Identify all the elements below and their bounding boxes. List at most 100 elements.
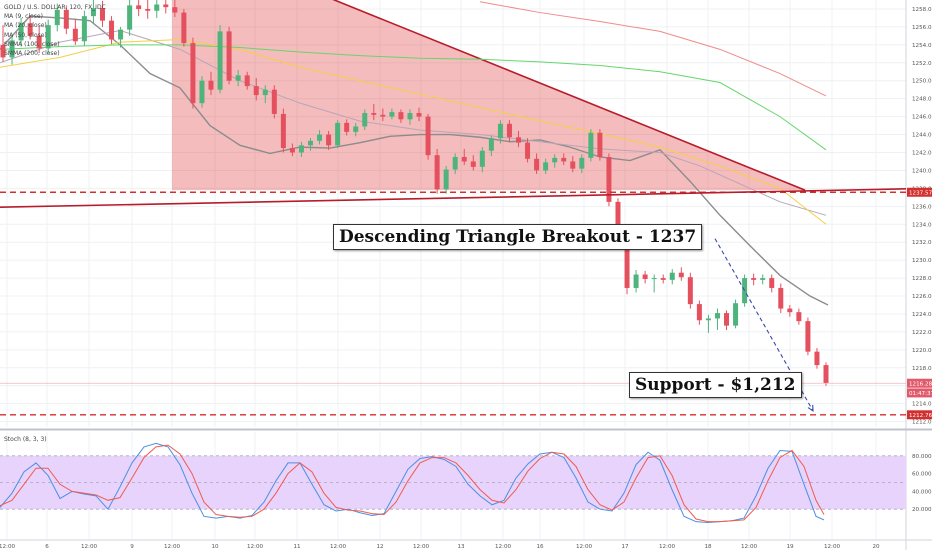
price-tick-label: 1218.00 (912, 366, 932, 372)
candle-body (36, 35, 42, 49)
candle-body (543, 162, 549, 171)
candle-body (470, 161, 476, 167)
time-tick-label: 12:00 (0, 544, 15, 550)
price-tick-label: 1226.00 (912, 294, 932, 300)
price-tick-label: 1258.00 (912, 7, 932, 13)
candle-body (642, 274, 648, 279)
candle-body (235, 75, 241, 81)
candle-body (714, 313, 720, 319)
candle-body (660, 278, 666, 280)
price-tick-label: 1214.00 (912, 402, 932, 408)
moving-average-line (479, 1, 827, 97)
time-tick-label: 12 (376, 544, 383, 550)
price-tick-label: 1232.00 (912, 240, 932, 246)
candle-body (579, 157, 585, 169)
candle-body (326, 134, 332, 146)
candle-body (724, 313, 730, 326)
candle-body (678, 272, 684, 278)
candle-body (199, 80, 205, 104)
legend-ma50: MA (50, close) (4, 31, 47, 39)
candle-body (154, 4, 160, 11)
moving-average-line (0, 38, 827, 225)
candle-body (570, 161, 576, 169)
candle-body (769, 278, 775, 288)
legend-ma9: MA (9, close) (4, 13, 43, 21)
price-tick-label: 1248.00 (912, 97, 932, 103)
stochastic-tick-label: 60.0000 (912, 472, 932, 478)
candle-body (353, 126, 359, 132)
price-tick-label: 1230.00 (912, 258, 932, 264)
triangle-upper-edge (332, 0, 806, 191)
candle-body (45, 25, 51, 49)
candle-body (344, 122, 350, 132)
candle-body (27, 23, 33, 36)
candle-body (443, 169, 449, 190)
candle-body (136, 5, 142, 9)
candle-body (380, 114, 386, 117)
price-tick-label: 1234.00 (912, 222, 932, 228)
stochastic-tick-label: 40.0000 (912, 489, 932, 495)
candle-body (597, 132, 603, 157)
candle-body (145, 8, 151, 11)
stochastic-tick-label: 80.0000 (912, 454, 932, 460)
candle-body (109, 20, 115, 40)
projection-arrow (714, 238, 814, 412)
time-tick-label: 16 (536, 544, 544, 550)
price-tag (907, 378, 932, 388)
candle-body (488, 138, 494, 151)
candle-body (172, 7, 178, 13)
price-tick-label: 1256.00 (912, 25, 932, 31)
candle-body (389, 112, 395, 117)
candle-body (72, 28, 78, 42)
candle-body (9, 40, 15, 58)
candle-body (371, 113, 377, 115)
candle-body (588, 132, 594, 158)
candle-body (362, 113, 368, 127)
price-tag-label: 1212.76 (909, 413, 932, 419)
candle-body (271, 89, 277, 114)
candle-body (733, 303, 739, 326)
candle-body (307, 140, 313, 146)
time-tick-label: 10 (211, 544, 219, 550)
candle-body (317, 134, 323, 141)
candle-body (751, 278, 757, 280)
support-annotation[interactable]: Support - $1,212 (629, 372, 802, 398)
candle-body (479, 150, 485, 167)
candle-body (18, 23, 24, 41)
price-tick-label: 1236.00 (912, 204, 932, 210)
stochastic-d-line (0, 444, 825, 523)
breakout-annotation[interactable]: Descending Triangle Breakout - 1237 (333, 224, 703, 250)
time-tick-label: 12:00 (576, 544, 593, 550)
price-tick-label: 1254.00 (912, 43, 932, 49)
time-tick-label: 20 (872, 544, 880, 550)
candle-body (280, 113, 286, 149)
time-tick-label: 12:00 (495, 544, 512, 550)
time-tick-label: 6 (45, 544, 49, 550)
candle-body (127, 5, 133, 30)
moving-average-line (0, 29, 827, 216)
price-tick-label: 1252.00 (912, 61, 932, 67)
candle-body (525, 142, 531, 159)
candle-body (226, 31, 232, 81)
candle-body (81, 16, 87, 42)
chart-legend: GOLD / U.S. DOLLAR, 120, FX_IDC MA (9, c… (4, 3, 106, 58)
price-tag-label: 1237.57 (909, 190, 932, 196)
candle-body (407, 113, 413, 120)
candle-body (118, 29, 124, 40)
candle-body (497, 123, 503, 139)
price-tick-label: 1242.00 (912, 151, 932, 157)
stochastic-tick-label: 20.0000 (912, 507, 932, 513)
candle-body (787, 308, 793, 313)
stochastic-title: Stoch (8, 3, 3) (4, 436, 47, 443)
time-tick-label: 11 (293, 544, 301, 550)
candle-body (651, 278, 657, 280)
candle-body (778, 287, 784, 309)
candle-body (335, 122, 341, 146)
candle-body (452, 156, 458, 170)
candle-body (90, 8, 96, 17)
price-tick-label: 1244.00 (912, 133, 932, 139)
candle-body (54, 9, 60, 26)
time-tick-label: 9 (130, 544, 134, 550)
candle-body (805, 321, 811, 352)
